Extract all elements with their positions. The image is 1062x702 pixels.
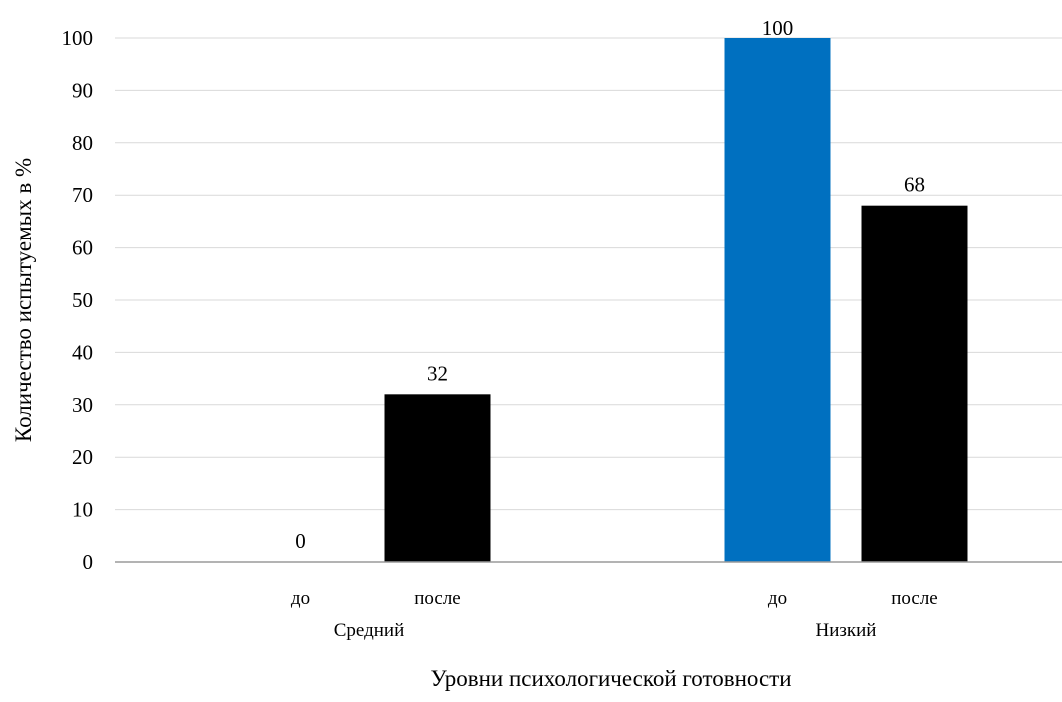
y-axis-title: Количество испытуемых в %: [11, 158, 36, 442]
x-category-label: до: [291, 588, 310, 609]
y-tick-label: 10: [72, 498, 93, 522]
y-tick-label: 50: [72, 288, 93, 312]
y-tick-label: 60: [72, 236, 93, 260]
x-category-label: до: [768, 588, 787, 609]
group-label: Средний: [334, 620, 405, 641]
y-tick-label: 70: [72, 183, 93, 207]
y-axis-ticks: 0 10 20 30 40 50 60 70 80 90 100: [62, 26, 94, 574]
data-labels: 0 32 100 68: [295, 16, 925, 553]
y-tick-label: 90: [72, 78, 93, 102]
y-tick-label: 40: [72, 340, 93, 364]
x-category-label: после: [414, 588, 461, 609]
group-label: Низкий: [816, 620, 877, 641]
bar: [724, 38, 831, 562]
data-label: 68: [904, 173, 925, 197]
x-axis-title: Уровни психологической готовности: [430, 666, 791, 691]
y-tick-label: 0: [83, 550, 94, 574]
y-tick-label: 20: [72, 445, 93, 469]
y-tick-label: 30: [72, 393, 93, 417]
data-label: 0: [295, 529, 306, 553]
gridlines: [115, 37, 1062, 511]
x-axis-categories: Средний до после Низкий до после: [291, 588, 938, 641]
y-tick-label: 80: [72, 131, 93, 155]
data-label: 100: [762, 16, 794, 40]
y-tick-label: 100: [62, 26, 94, 50]
bar: [384, 394, 491, 562]
data-label: 32: [427, 361, 448, 385]
bars: [384, 38, 968, 562]
bar: [861, 205, 968, 562]
x-category-label: после: [891, 588, 938, 609]
